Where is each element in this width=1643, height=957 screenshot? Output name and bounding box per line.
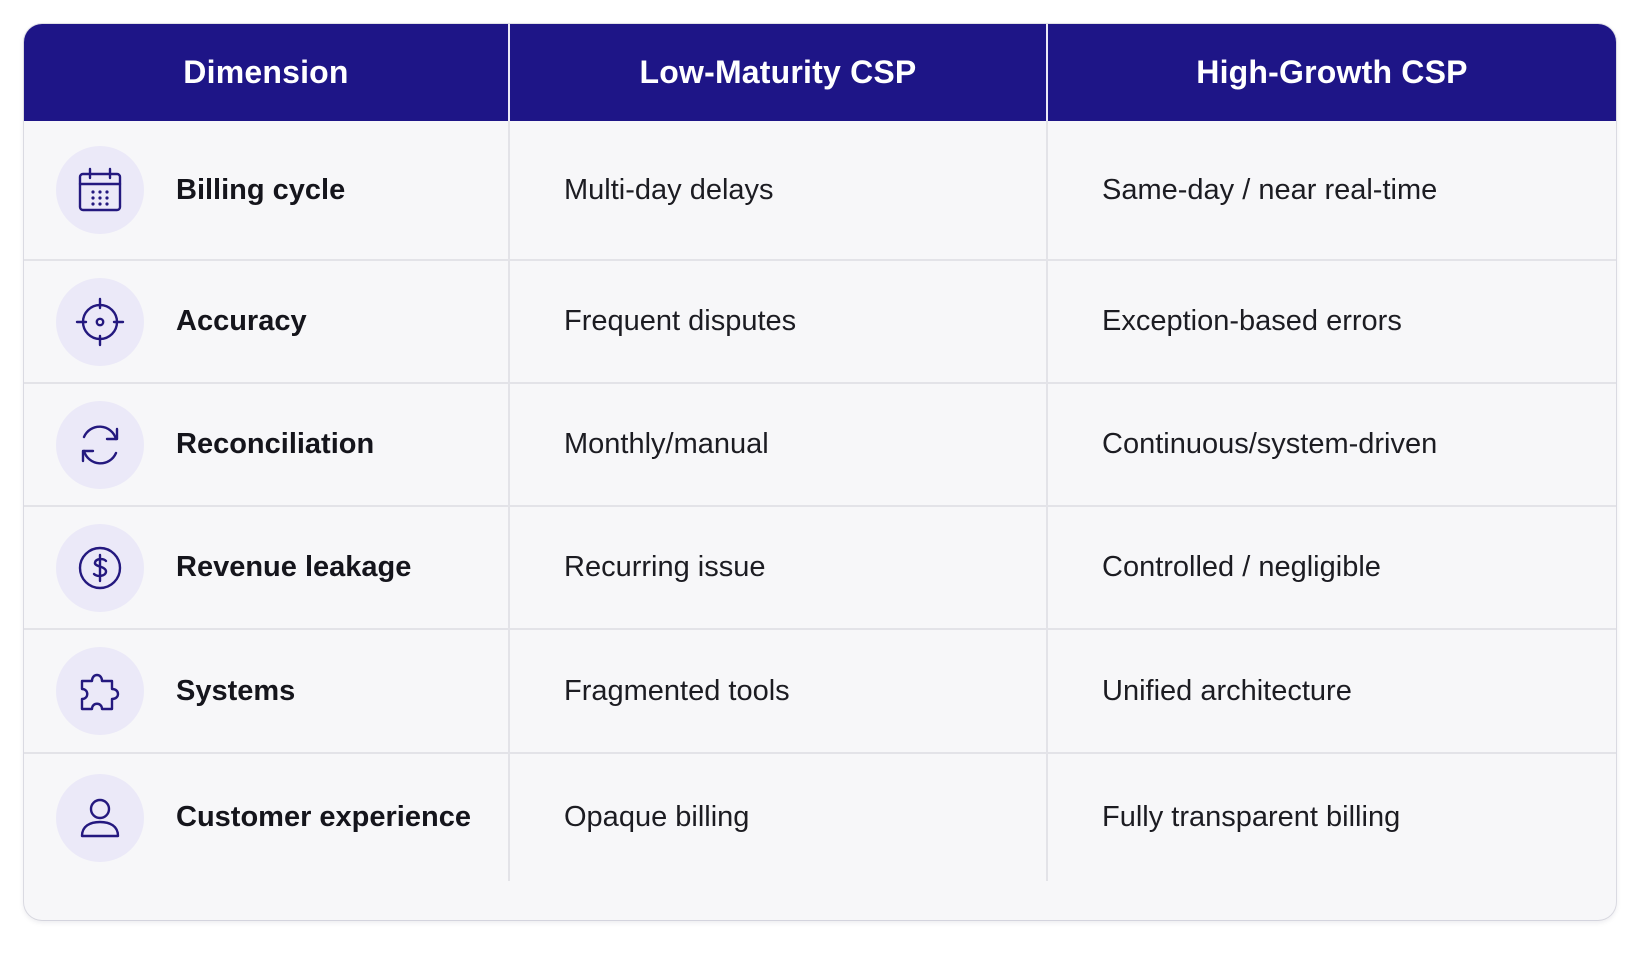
dimension-label: Reconciliation: [176, 428, 375, 460]
dimension-label: Revenue leakage: [176, 551, 412, 583]
dimension-label: Customer experience: [176, 801, 471, 833]
dimension-label: Billing cycle: [176, 173, 346, 206]
calendar-icon: [56, 146, 144, 234]
comparison-table: Dimension Low-Maturity CSP High-Growth C…: [24, 24, 1616, 920]
header-high-growth: High-Growth CSP: [1196, 54, 1468, 90]
table-body: Billing cycle Multi-day delays Same-day …: [24, 121, 1616, 881]
high-growth-cell: Controlled / negligible: [1048, 507, 1616, 630]
header-low-maturity: Low-Maturity CSP: [510, 24, 1048, 121]
low-maturity-cell: Recurring issue: [510, 507, 1048, 630]
dimension-cell: Systems: [24, 630, 510, 754]
dimension-cell: Billing cycle: [24, 121, 510, 261]
header-dimension: Dimension: [24, 24, 510, 121]
dimension-label: Systems: [176, 674, 296, 707]
dollar-icon: [56, 523, 144, 612]
high-growth-cell: Fully transparent billing: [1102, 801, 1401, 833]
puzzle-icon: [56, 647, 144, 735]
high-growth-cell: Same-day / near real-time: [1048, 121, 1616, 261]
refresh-icon: [56, 400, 144, 489]
low-maturity-cell: Monthly/manual: [510, 384, 1048, 507]
dimension-label: Accuracy: [176, 305, 307, 337]
dimension-cell: Reconciliation: [24, 384, 510, 507]
dimension-cell: Accuracy: [24, 261, 510, 384]
high-growth-cell: Exception-based errors: [1048, 261, 1616, 384]
user-icon: [56, 773, 144, 862]
target-icon: [56, 277, 144, 366]
high-growth-cell: Continuous/system-driven: [1048, 384, 1616, 507]
dimension-cell: Customer experience: [24, 754, 510, 881]
low-maturity-cell: Frequent disputes: [510, 261, 1048, 384]
low-maturity-cell: Fragmented tools: [510, 630, 1048, 754]
table-header: Dimension Low-Maturity CSP High-Growth C…: [24, 24, 1616, 121]
dimension-cell: Revenue leakage: [24, 507, 510, 630]
low-maturity-cell: Opaque billing: [510, 754, 1048, 881]
high-growth-cell: Unified architecture: [1048, 630, 1616, 754]
low-maturity-cell: Multi-day delays: [510, 121, 1048, 261]
